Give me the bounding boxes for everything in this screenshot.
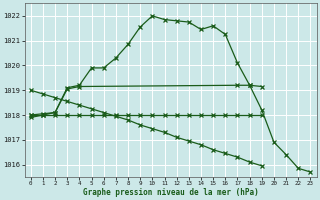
X-axis label: Graphe pression niveau de la mer (hPa): Graphe pression niveau de la mer (hPa) [83, 188, 259, 197]
